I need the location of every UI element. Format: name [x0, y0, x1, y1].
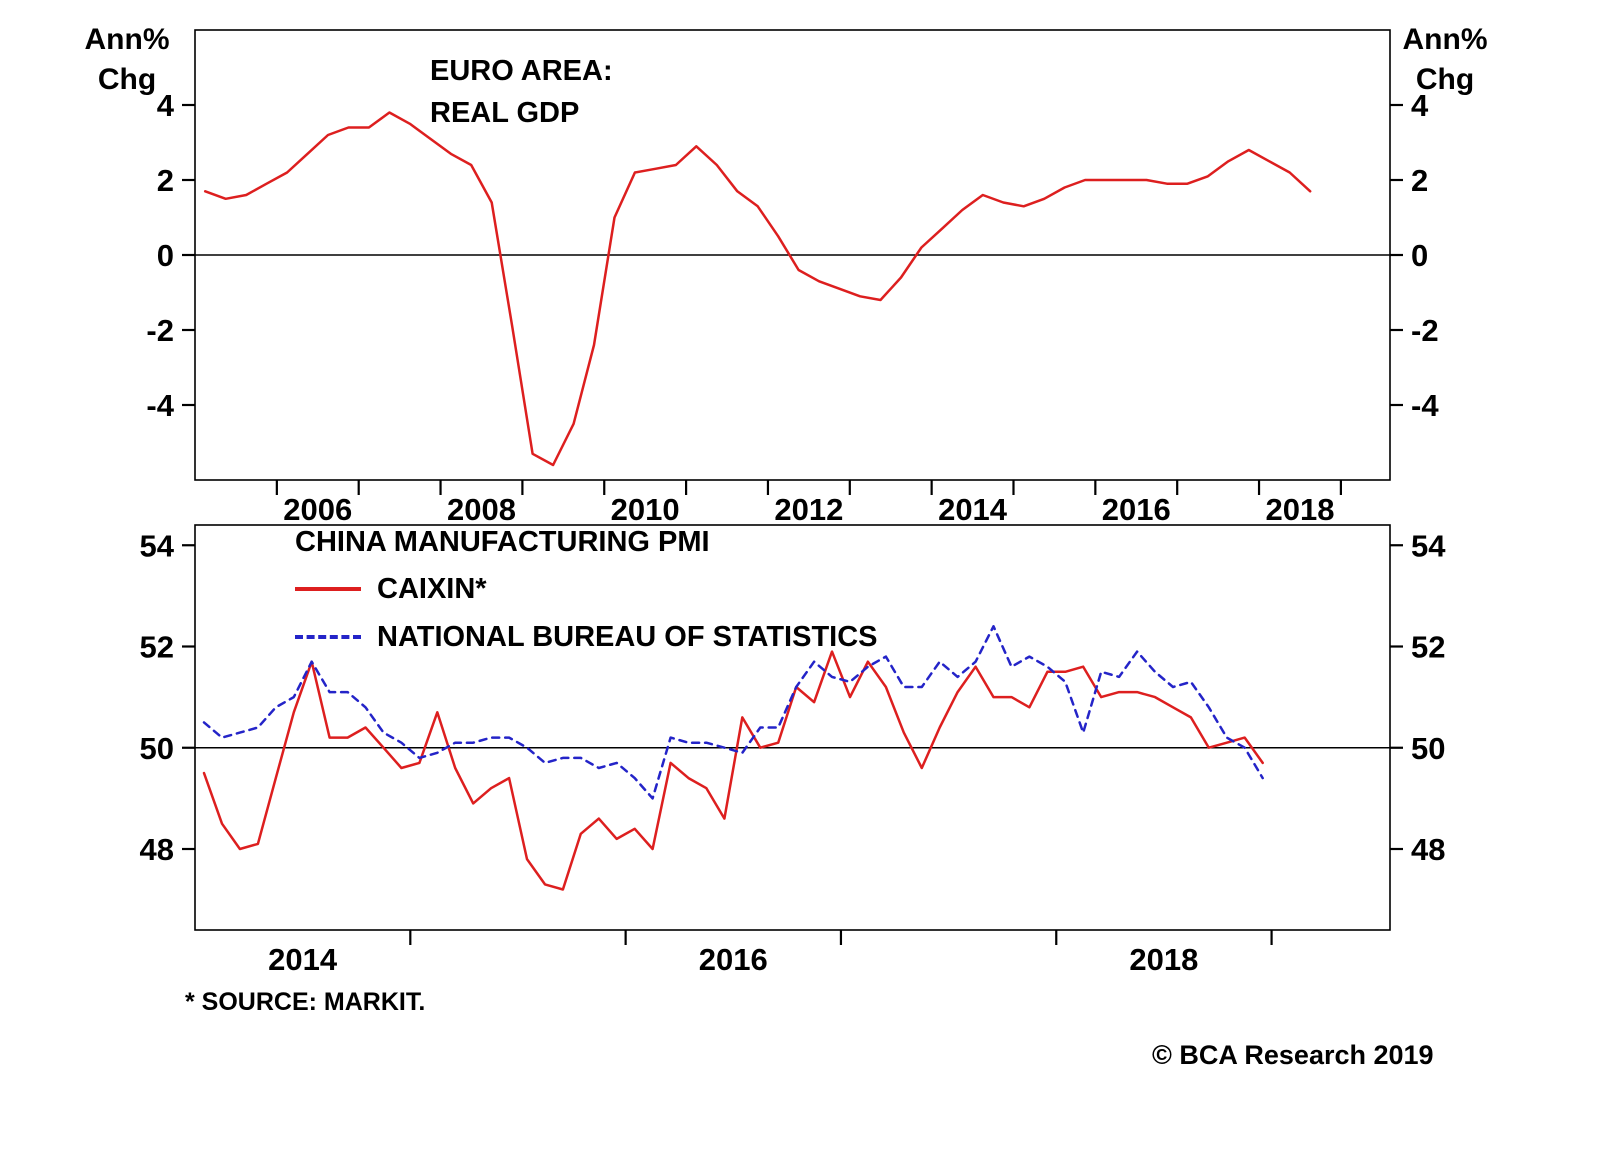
y-tick-label-left: 4	[157, 88, 175, 123]
x-year-label: 2006	[283, 492, 352, 527]
axis-unit-line1: Ann%	[1402, 23, 1488, 56]
axis-unit-line2: Chg	[97, 63, 157, 96]
x-year-label: 2010	[611, 492, 680, 527]
series-line-0	[203, 111, 1312, 467]
china-pmi-title: CHINA MANUFACTURING PMI	[295, 526, 710, 558]
y-tick-label-left: 50	[140, 731, 174, 766]
y-tick-label-right: 52	[1411, 630, 1445, 665]
y-tick-label-right: 48	[1411, 832, 1445, 867]
caixin-legend-label: CAIXIN*	[377, 572, 487, 605]
y-tick-label-left: -2	[146, 313, 174, 348]
y-tick-label-right: 54	[1411, 528, 1446, 563]
x-year-label: 2008	[447, 492, 516, 527]
y-tick-label-right: 0	[1411, 238, 1428, 273]
y-tick-label-left: 52	[140, 630, 174, 665]
x-year-label: 2018	[1129, 942, 1198, 977]
axis-unit-label-left: Ann% Chg	[67, 20, 187, 100]
axis-unit-label-right: Ann% Chg	[1385, 20, 1505, 100]
series-line-1	[202, 625, 1264, 800]
y-tick-label-left: 0	[157, 238, 174, 273]
euro-gdp-title-line2: REAL GDP	[430, 97, 580, 129]
y-tick-label-right: 4	[1411, 88, 1429, 123]
x-year-label: 2012	[774, 492, 843, 527]
y-tick-label-right: 50	[1411, 731, 1445, 766]
y-tick-label-left: 54	[140, 528, 175, 563]
y-tick-label-left: -4	[146, 388, 174, 423]
china-pmi-legend: CHINA MANUFACTURING PMI CAIXIN* NATIONAL…	[295, 524, 878, 656]
x-year-label: 2014	[268, 942, 338, 977]
axis-unit-line1: Ann%	[84, 23, 170, 56]
euro-gdp-title: EURO AREA: REAL GDP	[430, 50, 613, 134]
y-tick-label-left: 2	[157, 163, 174, 198]
y-tick-label-right: -4	[1411, 388, 1439, 423]
x-year-label: 2018	[1265, 492, 1334, 527]
copyright-notice: © BCA Research 2019	[1152, 1040, 1434, 1070]
nbs-legend-label: NATIONAL BUREAU OF STATISTICS	[377, 620, 878, 653]
y-tick-label-right: 2	[1411, 163, 1428, 198]
x-year-label: 2016	[699, 942, 768, 977]
series-line-0	[202, 650, 1264, 891]
y-tick-label-left: 48	[140, 832, 174, 867]
euro-gdp-chart-panel: 4 4 2 2 0 0 -2 -2 -4 -4 2006 2008 2010 2012 2014 2016 20…	[146, 29, 1439, 527]
axis-unit-line2: Chg	[1415, 63, 1475, 96]
x-year-label: 2016	[1102, 492, 1171, 527]
china-pmi-chart-panel: 54 54 52 52 50 50 48 48 2014 2016 2018	[140, 524, 1446, 977]
legend-row-caixin: CAIXIN*	[295, 570, 878, 608]
nbs-line-swatch-icon	[295, 635, 361, 639]
y-tick-label-right: -2	[1411, 313, 1439, 348]
x-year-label: 2014	[938, 492, 1008, 527]
legend-row-nbs: NATIONAL BUREAU OF STATISTICS	[295, 618, 878, 656]
panel-frame	[194, 524, 1391, 931]
euro-gdp-title-line1: EURO AREA:	[430, 55, 613, 87]
caixin-line-swatch-icon	[295, 587, 361, 591]
source-footnote: * SOURCE: MARKIT.	[185, 988, 426, 1016]
